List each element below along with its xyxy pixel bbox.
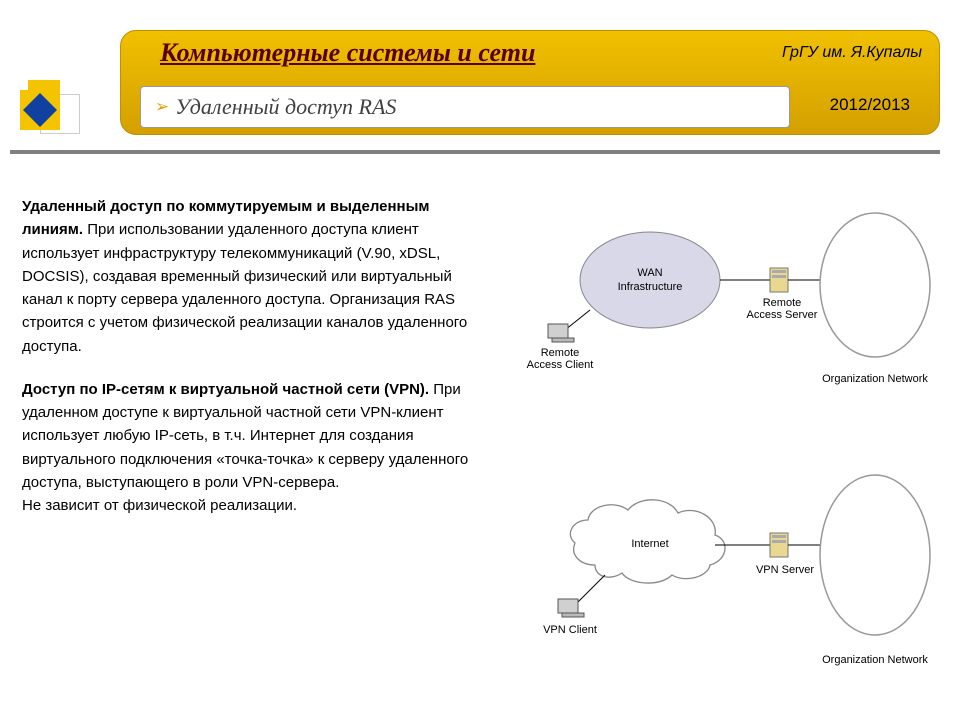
p2-last: Не зависит от физической реализации.: [22, 497, 297, 514]
body-text: Удаленный доступ по коммутируемым и выде…: [22, 195, 492, 537]
pc-icon: [558, 599, 584, 617]
d1-cloud-label1: WAN: [637, 267, 662, 279]
paragraph-1: Удаленный доступ по коммутируемым и выде…: [22, 195, 492, 358]
server-icon: [770, 268, 788, 292]
page-title: Компьютерные системы и сети: [160, 38, 535, 68]
logo: [10, 80, 88, 150]
d1-client-label2: Access Client: [527, 359, 594, 371]
d1-server-label2: Access Server: [747, 309, 818, 321]
d1-org-label: Organization Network: [822, 373, 928, 385]
paragraph-2: Доступ по IP-сетям к виртуальной частной…: [22, 378, 492, 518]
p2-heading: Доступ по IP-сетям к виртуальной частной…: [22, 381, 429, 398]
university-label: ГрГУ им. Я.Купалы: [782, 44, 922, 62]
d2-org-label: Organization Network: [822, 654, 928, 666]
d1-client-label1: Remote: [541, 347, 580, 359]
subtitle-band: ➢ Удаленный доступ RAS: [140, 86, 790, 128]
year-label: 2012/2013: [830, 95, 910, 115]
bullet-arrow-icon: ➢: [155, 97, 169, 117]
server-icon: [770, 533, 788, 557]
d2-server-label: VPN Server: [756, 564, 814, 576]
d1-cloud-label2: Infrastructure: [618, 281, 683, 293]
pc-icon: [548, 324, 574, 342]
d2-client-label: VPN Client: [543, 624, 597, 636]
p1-body: При использовании удаленного доступа кли…: [22, 221, 467, 354]
diagram-vpn: Internet VPN Client VPN Server Organizat…: [510, 465, 940, 675]
d1-server-label1: Remote: [763, 297, 802, 309]
subtitle-text: Удаленный доступ RAS: [175, 94, 396, 120]
d2-cloud-label: Internet: [631, 538, 668, 550]
divider: [10, 150, 940, 154]
diagram-ras: WAN Infrastructure Remote Access Client …: [510, 210, 940, 390]
